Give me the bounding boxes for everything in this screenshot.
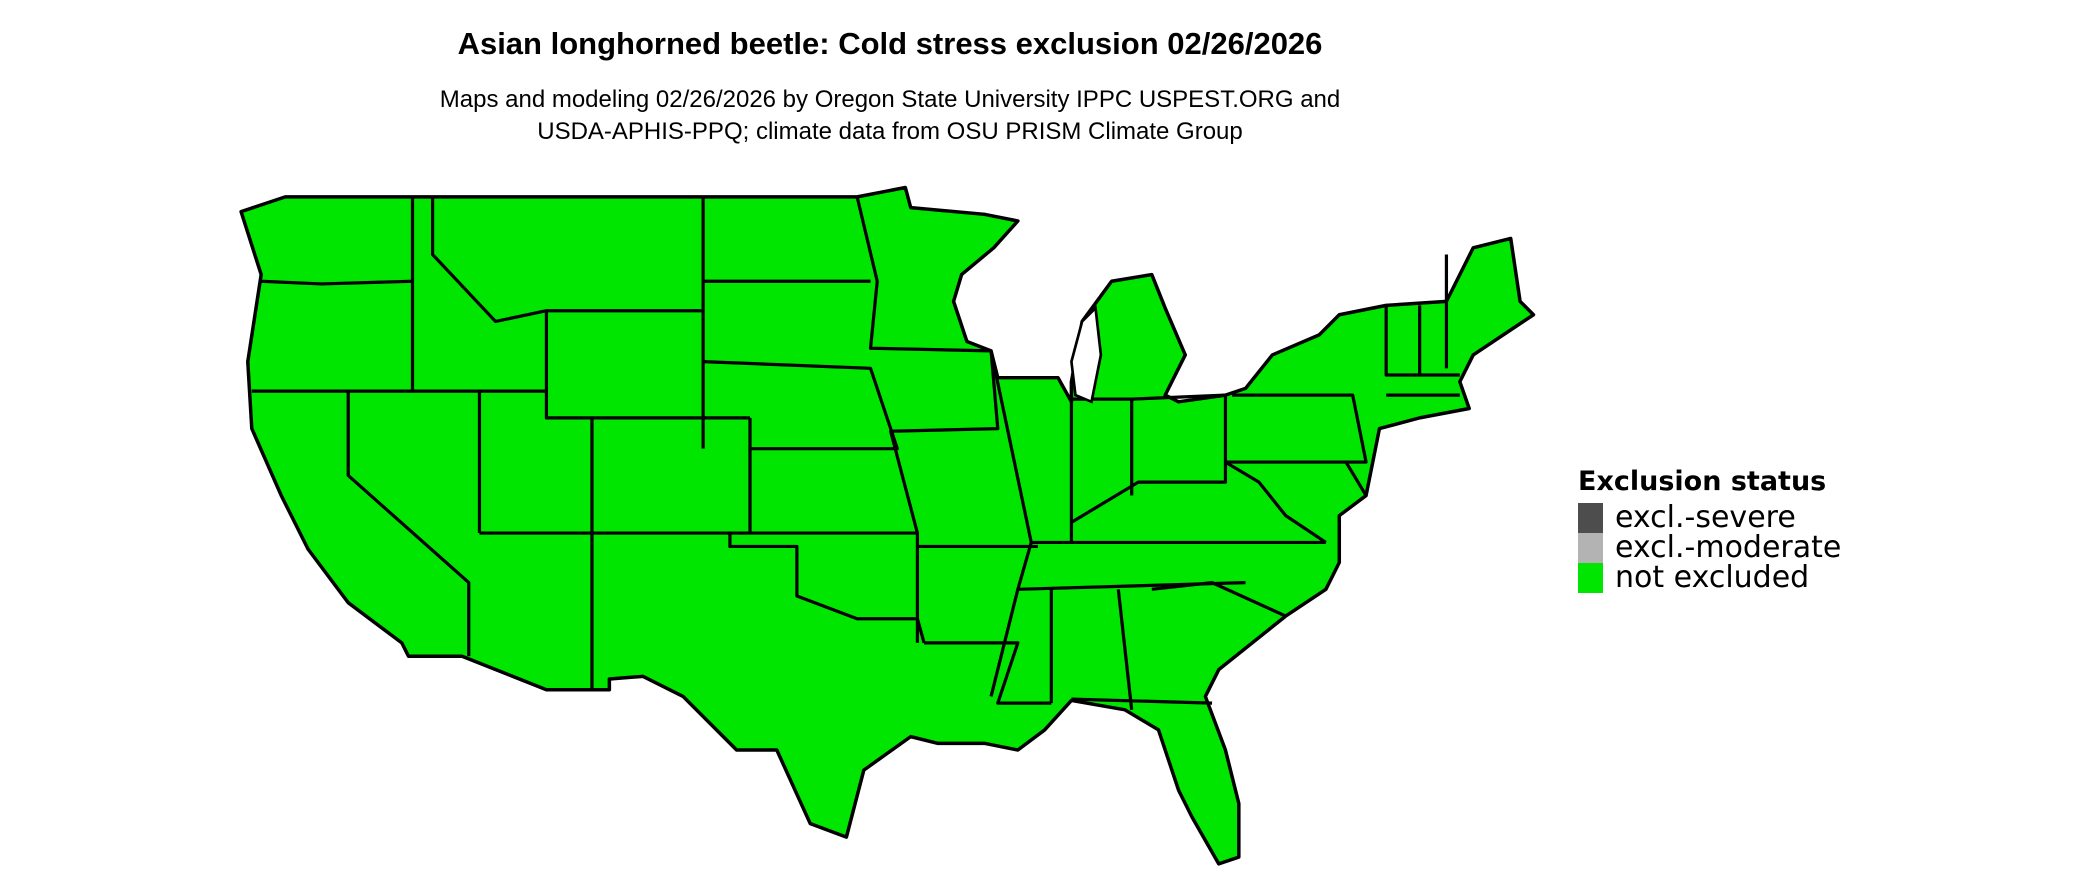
legend-label-moderate: excl.-moderate xyxy=(1615,530,1842,565)
map-title: Asian longhorned beetle: Cold stress exc… xyxy=(457,26,1323,61)
subtitle-line-1: Maps and modeling 02/26/2026 by Oregon S… xyxy=(439,86,1341,113)
legend: Exclusion status excl.-severe excl.-mode… xyxy=(1578,466,1841,593)
legend-item-not-excluded: not excluded xyxy=(1578,563,1841,593)
us-outline xyxy=(239,185,1536,866)
map-subtitle: Maps and modeling 02/26/2026 by Oregon S… xyxy=(0,84,1780,148)
state-borders xyxy=(251,196,1460,711)
legend-swatch-not-excluded xyxy=(1578,563,1603,593)
legend-label-severe: excl.-severe xyxy=(1615,500,1796,535)
legend-swatch-moderate xyxy=(1578,533,1603,563)
legend-title: Exclusion status xyxy=(1578,466,1827,497)
legend-label-not-excluded: not excluded xyxy=(1615,560,1810,595)
subtitle-line-2: USDA-APHIS-PPQ; climate data from OSU PR… xyxy=(537,118,1243,145)
legend-item-severe: excl.-severe xyxy=(1578,503,1841,533)
lake-michigan xyxy=(1070,305,1103,404)
legend-swatch-severe xyxy=(1578,503,1603,533)
legend-item-moderate: excl.-moderate xyxy=(1578,533,1841,563)
